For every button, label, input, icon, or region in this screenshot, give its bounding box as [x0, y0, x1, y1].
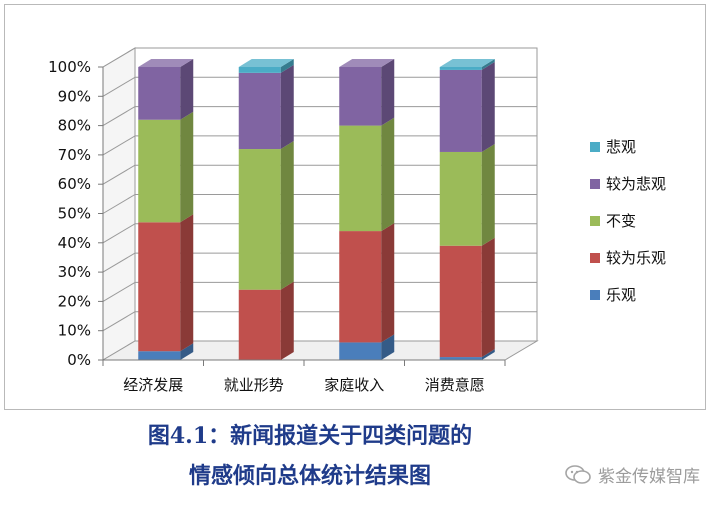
bar-segment-side	[381, 59, 395, 126]
gridline-side	[102, 106, 136, 127]
gridline-side	[102, 223, 136, 244]
bar-segment-front	[238, 72, 281, 150]
y-tick-label: 10%	[58, 322, 91, 340]
bar-segment-front	[439, 151, 482, 246]
gridline-side	[102, 252, 136, 273]
bar-segment-front	[238, 67, 281, 73]
gridline-side	[102, 76, 136, 97]
bar-segment-front	[138, 351, 181, 360]
caption-line-1: 图4.1：新闻报道关于四类问题的	[147, 423, 473, 449]
bar-segment-side	[280, 59, 294, 73]
x-tick-label: 家庭收入	[324, 376, 384, 394]
bar-segment-side	[481, 59, 495, 70]
bar-segment-front	[439, 245, 482, 358]
bar-segment-front	[339, 342, 382, 360]
y-tick-label: 30%	[58, 263, 91, 281]
bar-segment-front	[339, 67, 382, 126]
legend-label: 悲观	[606, 138, 636, 156]
y-tick-label: 60%	[58, 175, 91, 193]
legend-label: 较为悲观	[606, 175, 666, 193]
bar-segment-side	[280, 141, 294, 290]
bar-segment-side	[381, 223, 395, 343]
bar-segment-side	[180, 214, 194, 352]
bar-segment-side	[381, 117, 395, 232]
bar-segment-side	[481, 349, 495, 360]
wechat-icon	[565, 464, 591, 484]
x-tick-label: 经济发展	[123, 376, 183, 394]
bar-segment-front	[238, 149, 281, 290]
y-tick-label: 20%	[58, 292, 91, 310]
chart-frame: 0% 10% 20% 30% 40% 50% 60% 70% 80% 90% 100% 经济发展 就业…	[4, 4, 706, 410]
gridline-side	[102, 281, 136, 302]
bar-segment-front	[439, 69, 482, 152]
bar-top	[238, 59, 294, 67]
legend-swatch	[590, 290, 600, 300]
watermark: 紫金传媒智库	[564, 462, 700, 487]
legend-label: 不变	[606, 212, 636, 230]
y-tick-label: 50%	[58, 205, 91, 223]
caption-line-2: 情感倾向总体统计结果图	[188, 463, 431, 489]
y-tick-label: 70%	[58, 146, 91, 164]
bar-top	[138, 59, 194, 67]
x-tick-label: 就业形势	[224, 376, 284, 394]
bar-segment-side	[481, 143, 495, 246]
bar-segment-side	[481, 237, 495, 358]
bar-segment-front	[439, 357, 482, 360]
bar-top	[339, 59, 395, 67]
bar-segment-front	[439, 67, 482, 70]
x-axis: 经济发展 就业形势 家庭收入 消费意愿	[102, 359, 506, 394]
gridline-side	[102, 47, 136, 68]
y-tick-label: 40%	[58, 234, 91, 252]
gridline-side	[102, 311, 136, 332]
legend-label: 乐观	[606, 286, 636, 304]
bar-segment-side	[180, 343, 194, 360]
y-axis: 0% 10% 20% 30% 40% 50% 60% 70% 80% 90% 100%	[48, 58, 104, 369]
bar-segment-front	[138, 67, 181, 120]
bar-segment-side	[481, 61, 495, 152]
legend-swatch	[590, 253, 600, 263]
figure-caption: 图4.1：新闻报道关于四类问题的 情感倾向总体统计结果图	[90, 416, 530, 496]
legend-label: 较为乐观	[606, 249, 666, 267]
stacked-bar-chart: 0% 10% 20% 30% 40% 50% 60% 70% 80% 90% 100% 经济发展 就业…	[48, 47, 666, 394]
bar-segment-front	[339, 125, 382, 232]
bar-segment-side	[280, 64, 294, 150]
bar-segment-front	[138, 222, 181, 352]
gridline-side	[102, 135, 136, 156]
bar-segment-side	[180, 59, 194, 120]
y-tick-label: 80%	[58, 117, 91, 135]
legend-swatch	[590, 142, 600, 152]
bar-segment-side	[381, 334, 395, 360]
bar-segment-front	[138, 119, 181, 223]
bar-segment-front	[339, 231, 382, 343]
bar-segment-side	[180, 111, 194, 223]
bar-segment-side	[280, 281, 294, 360]
watermark-text: 紫金传媒智库	[598, 467, 700, 487]
y-tick-label: 90%	[58, 87, 91, 105]
y-tick-label: 100%	[48, 58, 91, 76]
legend-swatch	[590, 216, 600, 226]
gridline-side	[102, 164, 136, 185]
y-tick-label: 0%	[67, 351, 91, 369]
gridline-side	[102, 194, 136, 214]
bars-layer	[138, 59, 495, 360]
bar-top	[439, 59, 495, 67]
x-tick-label: 消费意愿	[425, 376, 485, 394]
legend-swatch	[590, 179, 600, 189]
bar-segment-front	[238, 289, 281, 360]
